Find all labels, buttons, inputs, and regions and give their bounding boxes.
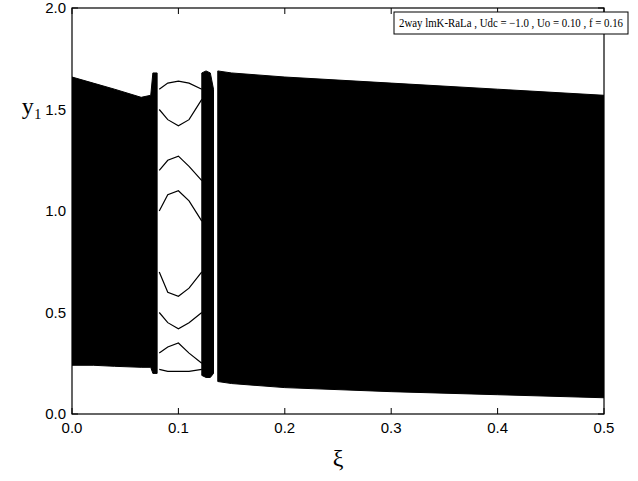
x-tick-label: 0.3 (381, 419, 402, 436)
title-box (394, 12, 628, 34)
x-tick (604, 408, 605, 414)
x-tick (178, 408, 179, 414)
y-tick (72, 312, 78, 313)
periodic-branch (159, 343, 202, 363)
y-tick-right (598, 109, 604, 110)
x-tick-label: 0.5 (594, 419, 615, 436)
frame (72, 8, 604, 414)
periodic-branch (159, 191, 202, 221)
y-tick-right (598, 414, 604, 415)
chart: 0.00.10.20.30.40.50.00.51.01.52.0ξy₁2way… (0, 0, 638, 481)
y-tick (72, 109, 78, 110)
y-tick-right (598, 211, 604, 212)
periodic-branch (159, 272, 202, 296)
periodic-branch (159, 99, 202, 125)
y-tick-right (598, 312, 604, 313)
x-tick-label: 0.4 (487, 419, 508, 436)
plot-area (72, 71, 604, 398)
x-tick-top (391, 8, 392, 14)
periodic-branch (159, 369, 202, 371)
y-tick (72, 8, 78, 9)
periodic-branch (159, 156, 202, 180)
x-tick (391, 408, 392, 414)
background (0, 0, 638, 481)
y-tick-label: 0.5 (45, 304, 66, 321)
y-tick-label: 1.0 (45, 202, 66, 219)
x-tick-label: 0.2 (274, 419, 295, 436)
x-tick (497, 408, 498, 414)
y-tick-label: 2.0 (45, 0, 66, 16)
y-tick (72, 211, 78, 212)
title: 2way lmK-RaLa , Udc = −1.0 , Uo = 0.10 ,… (399, 16, 623, 30)
x-tick-top (178, 8, 179, 14)
chaotic-band (202, 71, 214, 378)
chaotic-band (218, 71, 604, 398)
x-tick (284, 408, 285, 414)
y-tick (72, 414, 78, 415)
chaotic-band (72, 73, 157, 373)
y-axis-label: y₁ (22, 93, 42, 119)
x-tick-top (72, 8, 73, 14)
periodic-branch (159, 313, 202, 329)
periodic-branch (159, 81, 202, 89)
y-tick-right (598, 8, 604, 9)
x-axis-label: ξ (333, 445, 344, 471)
x-tick-top (284, 8, 285, 14)
y-tick-label: 1.5 (45, 101, 66, 118)
y-tick-label: 0.0 (45, 405, 66, 422)
x-tick-label: 0.1 (168, 419, 189, 436)
x-tick (72, 408, 73, 414)
